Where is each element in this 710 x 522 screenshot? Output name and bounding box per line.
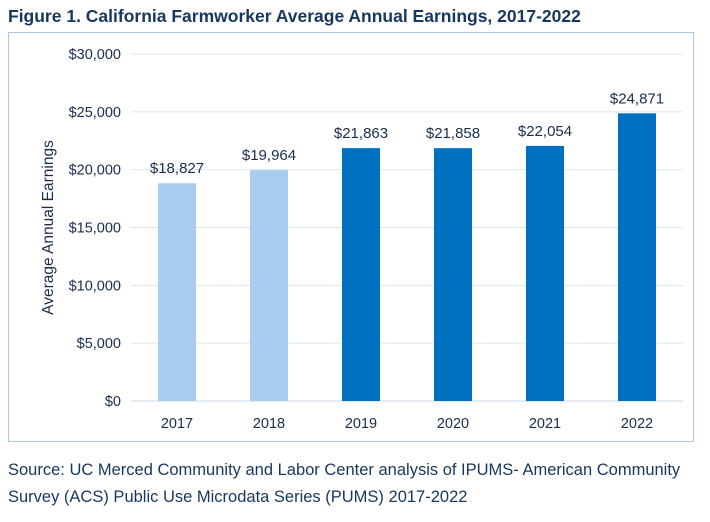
x-tick-label: 2019	[345, 416, 377, 432]
y-tick-label: $30,000	[69, 47, 121, 63]
bar-2022	[618, 113, 656, 401]
data-label: $22,054	[518, 123, 572, 140]
y-tick-label: $20,000	[69, 163, 121, 179]
y-tick-label: $25,000	[69, 105, 121, 121]
x-tick-label: 2022	[621, 416, 653, 432]
bar-2021	[526, 145, 564, 401]
bar-2017	[158, 183, 196, 401]
x-tick-label: 2021	[529, 416, 561, 432]
y-tick-label: $15,000	[69, 221, 121, 237]
y-tick-label: $0	[105, 394, 121, 410]
bar-2018	[250, 170, 288, 401]
y-axis-title: Average Annual Earnings	[40, 140, 57, 315]
x-tick-label: 2020	[437, 416, 469, 432]
x-tick-label: 2018	[253, 416, 285, 432]
data-label: $21,858	[426, 125, 480, 142]
bar-chart: $0 $5,000 $10,000 $15,000 $20,000 $25,000 $30,…	[40, 47, 683, 432]
data-label: $24,871	[610, 90, 664, 107]
x-tick-label: 2017	[161, 416, 193, 432]
data-label: $18,827	[150, 160, 204, 177]
data-label: $19,964	[242, 147, 296, 164]
data-label: $21,863	[334, 125, 388, 142]
chart-container: $0 $5,000 $10,000 $15,000 $20,000 $25,000 $30,…	[8, 32, 694, 442]
figure-title: Figure 1. California Farmworker Average …	[8, 6, 581, 26]
bar-2020	[434, 148, 472, 401]
y-tick-label: $10,000	[69, 278, 121, 294]
bar-2019	[342, 148, 380, 401]
source-note: Source: UC Merced Community and Labor Ce…	[8, 461, 681, 506]
y-tick-label: $5,000	[77, 336, 121, 352]
